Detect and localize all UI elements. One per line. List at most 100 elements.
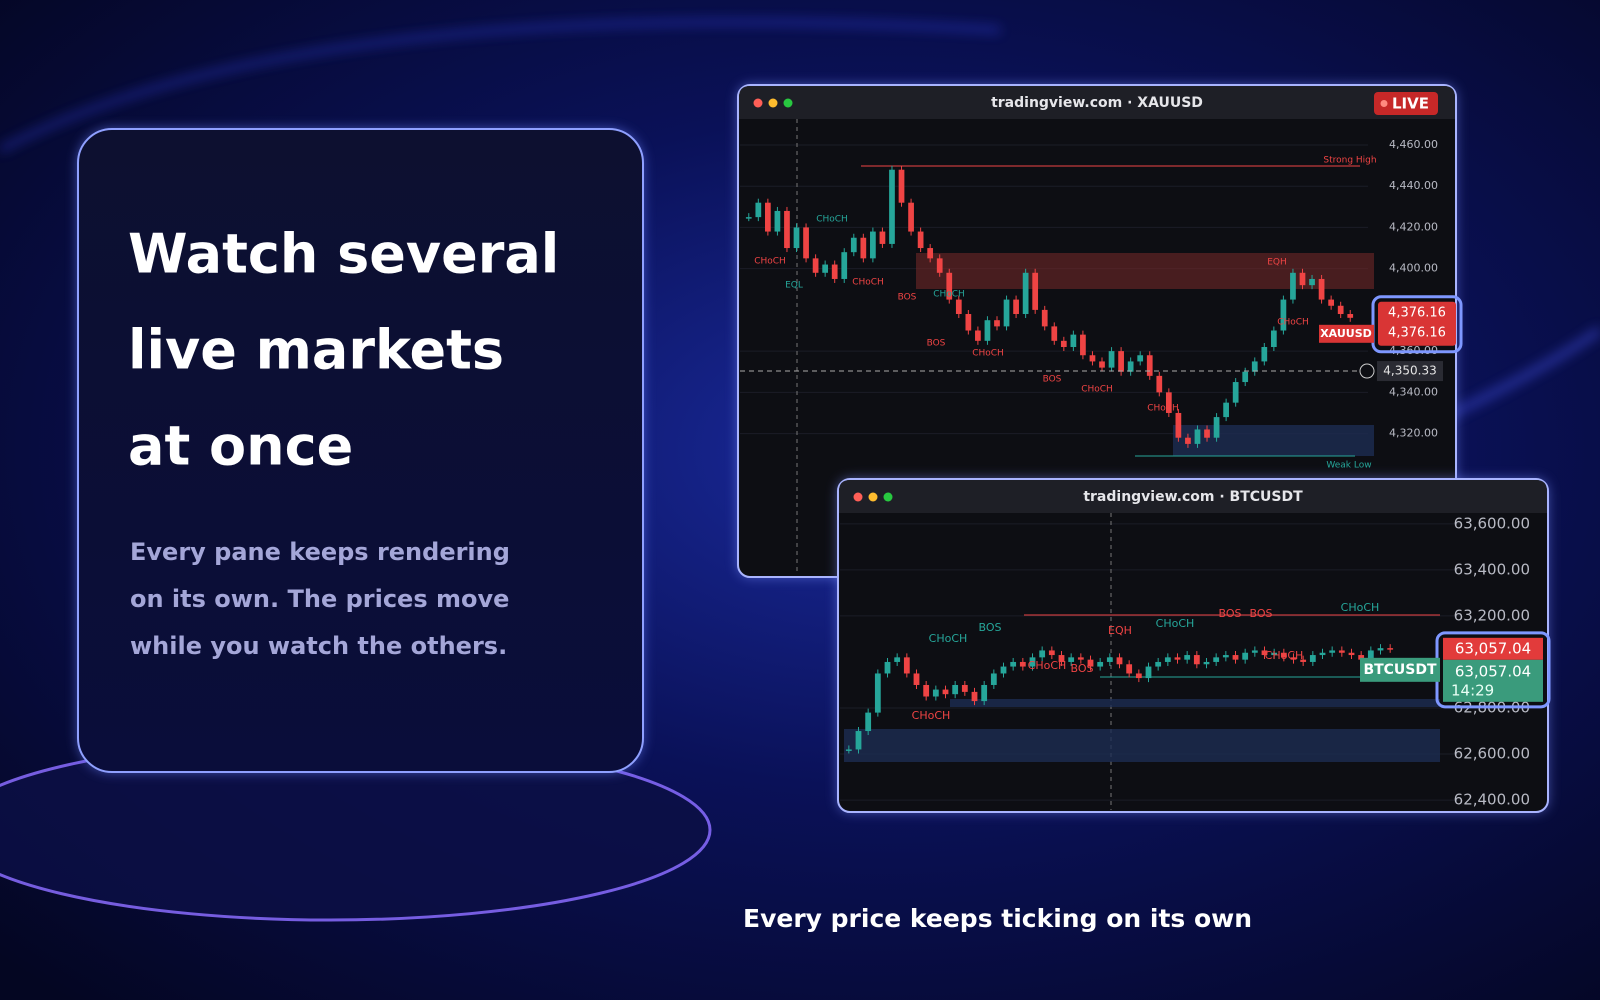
candle-body <box>1318 278 1325 300</box>
candle-body <box>1041 309 1048 327</box>
headline: at once <box>128 415 353 478</box>
structure-label: CHoCH <box>933 290 965 300</box>
candle-body <box>884 661 891 674</box>
candle-body <box>981 684 988 702</box>
candle-body <box>913 673 920 685</box>
candle-body <box>1204 429 1210 438</box>
candle-body <box>1019 661 1026 667</box>
candle-body <box>841 252 848 279</box>
structure-label: BOS <box>1250 607 1273 620</box>
candle-body <box>784 210 790 249</box>
y-tick-label: 4,440.00 <box>1389 179 1438 192</box>
subtext: while you watch the others. <box>130 632 507 660</box>
y-tick-label: 4,400.00 <box>1389 262 1438 275</box>
candle-body <box>1329 650 1336 653</box>
price-tag-label: 4,376.16 <box>1388 325 1446 340</box>
candle-body <box>1048 650 1055 656</box>
candle-body <box>1261 347 1268 362</box>
candle-body <box>1271 652 1278 656</box>
candle-body <box>1032 272 1039 310</box>
window-control <box>768 98 778 108</box>
candle-body <box>965 314 972 331</box>
window-control <box>783 98 793 108</box>
candle-body <box>1156 375 1163 393</box>
structure-label: CHoCH <box>1028 659 1067 672</box>
demand-zone <box>844 729 1440 762</box>
candle-body <box>1309 278 1315 286</box>
candle-body <box>990 673 997 685</box>
price-tag <box>1443 659 1543 702</box>
candle-body <box>803 227 809 259</box>
candle-body <box>831 264 838 279</box>
candle-body <box>889 169 895 244</box>
structure-label: BOS <box>898 293 917 303</box>
structure-label: BOS <box>979 621 1002 634</box>
structure-label: CHoCH <box>1277 318 1309 328</box>
candle-body <box>1280 299 1287 331</box>
symbol-tag <box>1360 657 1440 682</box>
candle-body <box>1164 657 1171 662</box>
candle-body <box>793 227 800 249</box>
candle-body <box>1070 334 1077 347</box>
structure-label: CHoCH <box>816 215 848 225</box>
candle-body <box>1165 392 1172 413</box>
window-title: tradingview.com · BTCUSDT <box>1083 489 1303 505</box>
structure-label: BOS <box>1043 375 1062 385</box>
candle-body <box>1087 659 1094 667</box>
candle-body <box>1242 652 1249 660</box>
live-label: LIVE <box>1392 95 1429 113</box>
y-tick-label: 63,200.00 <box>1454 606 1530 624</box>
candle-body <box>1232 382 1239 403</box>
candle-body <box>1251 361 1258 372</box>
candle-body <box>1280 652 1287 658</box>
live-dot <box>1380 100 1388 107</box>
candle-body <box>1097 661 1104 667</box>
candle-body <box>1270 330 1277 347</box>
candle-body <box>1328 299 1334 306</box>
candle-body <box>774 210 781 232</box>
candle-body <box>1039 650 1046 658</box>
candle-body <box>927 248 934 259</box>
window-control <box>868 492 878 502</box>
candle-body <box>1058 655 1065 662</box>
candle-body <box>1184 655 1191 660</box>
candle-body <box>1193 655 1200 665</box>
symbol-tag <box>1319 324 1374 343</box>
chart-window: tradingview.com · BTCUSDT 63,600.00 63,400… <box>837 478 1551 813</box>
candle-body <box>1137 355 1144 362</box>
candle-body <box>1319 652 1326 656</box>
candle-body <box>961 684 968 692</box>
candle-body <box>1175 412 1182 438</box>
candle-body <box>1387 648 1394 650</box>
demand-zone <box>950 699 1440 707</box>
headline: live markets <box>128 319 504 382</box>
candle-body <box>765 202 771 232</box>
candle-body <box>952 684 959 695</box>
candle-body <box>984 320 991 341</box>
candle-body <box>1367 650 1374 660</box>
candle-body <box>1185 437 1191 444</box>
window-control <box>883 492 893 502</box>
structure-label: CHoCH <box>754 257 786 267</box>
candle-body <box>1022 272 1029 315</box>
candle-body <box>755 202 762 218</box>
candle-body <box>745 217 752 219</box>
candle-body <box>1106 657 1113 662</box>
candle-body <box>971 691 978 702</box>
candle-body <box>845 749 852 751</box>
candle-body <box>1213 657 1220 662</box>
candle-body <box>1127 361 1134 372</box>
candle-body <box>1194 429 1201 444</box>
structure-label: CHoCH <box>972 349 1004 359</box>
window-title: tradingview.com · XAUUSD <box>991 95 1203 111</box>
light-arc <box>0 20 1001 152</box>
candle-body <box>1358 655 1365 660</box>
candle-body <box>1203 661 1210 665</box>
structure-label: Weak Low <box>1326 461 1371 471</box>
candle-body <box>1135 673 1142 679</box>
price-tag <box>1378 301 1456 346</box>
candle-body <box>1174 657 1181 660</box>
candle-body <box>1261 650 1268 656</box>
